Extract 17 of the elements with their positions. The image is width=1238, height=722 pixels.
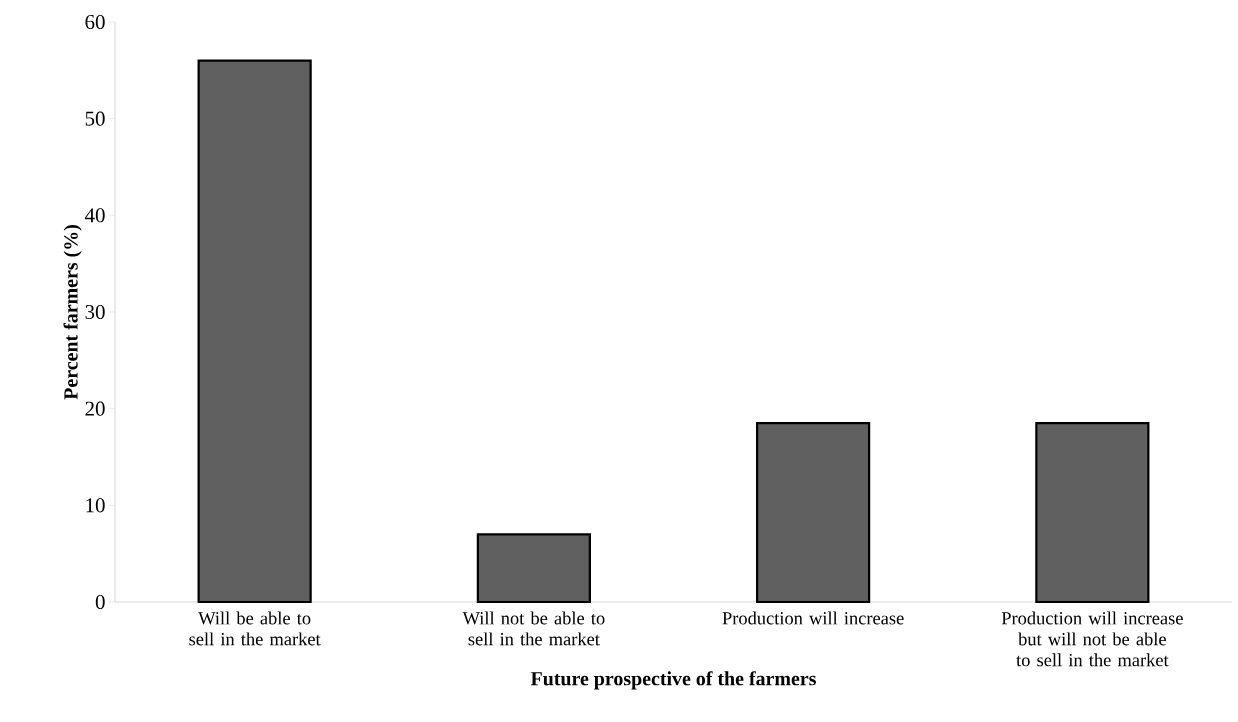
bar [197,59,312,604]
y-tick-label: 40 [84,208,105,223]
y-tick-label: 10 [86,498,105,513]
bar [1035,422,1150,604]
y-tick-label: 30 [85,304,105,320]
y-axis-title: Percent farmers (%) [63,225,82,400]
x-tick-label: Production will increase [722,611,904,625]
x-axis-title: Future prospective of the farmers [530,671,816,690]
bar [476,533,591,604]
y-tick-label: 60 [85,14,105,30]
x-tick-label: Will be able to sell in the market [189,611,321,646]
y-tick-label: 0 [95,594,105,610]
x-tick-label: Production will increase but will not be able to sell in the market [1001,611,1183,667]
bar [756,422,871,604]
y-tick-label: 50 [85,111,105,126]
y-tick-label: 20 [85,401,105,416]
x-tick-label: Will not be able to sell in the market [462,611,605,646]
